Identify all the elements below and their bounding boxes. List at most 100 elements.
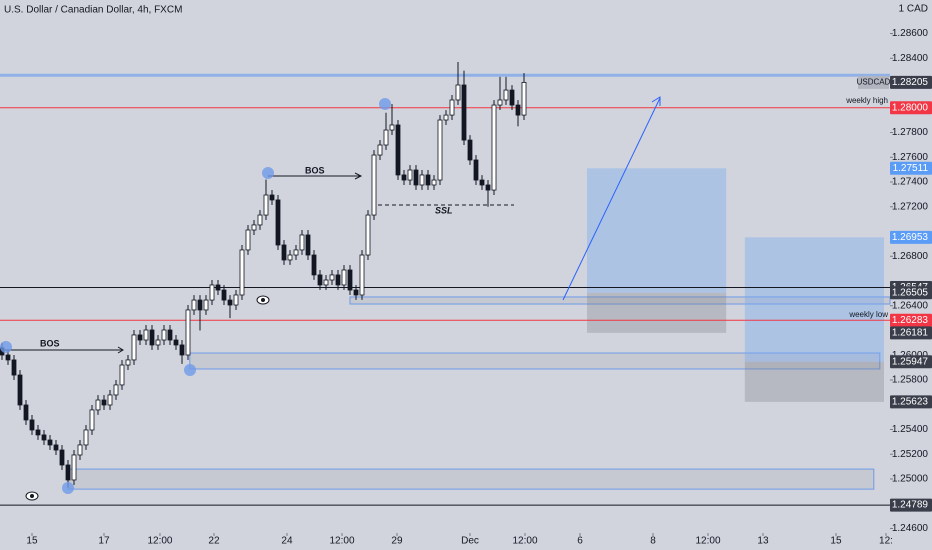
candle-body [167, 329, 173, 341]
price-label-box [890, 161, 932, 175]
price-label-box [890, 75, 932, 89]
y-tick-label: 1.26400 [892, 300, 929, 311]
candle-body [443, 114, 449, 121]
arrow-head [651, 96, 661, 106]
candle-body [371, 154, 377, 216]
candle-body [503, 89, 509, 101]
candle-body [11, 359, 17, 376]
eye-icon [25, 491, 39, 501]
candle-body [215, 284, 221, 291]
y-tick-label: 1.24600 [892, 523, 929, 534]
annotation: weekly low [848, 310, 888, 319]
candle-body [137, 334, 143, 341]
price-label: 1.27511 [893, 163, 929, 174]
candle-body [341, 269, 347, 286]
candle-body [491, 104, 497, 191]
y-tick-label: 1.27600 [892, 152, 929, 163]
candle-body [323, 279, 329, 286]
candle-body [239, 249, 245, 296]
candle-body [257, 214, 263, 226]
price-label-box [890, 498, 932, 512]
candle-body [413, 169, 419, 186]
candle-body [401, 174, 407, 181]
axes: 1.28600 1.28400 1.27800 1.27600 1.27400 1.272… [26, 28, 932, 547]
candle-body [185, 309, 191, 356]
candle-body [203, 299, 209, 311]
price-label: 1.26505 [892, 287, 929, 298]
candle-body [17, 374, 23, 406]
price-label: 1.25623 [892, 397, 929, 408]
arrow-head [117, 346, 124, 354]
x-tick-label: 12: [879, 536, 893, 547]
candle-body [41, 434, 47, 441]
candle-body [359, 254, 365, 296]
x-tick-label: 22 [208, 536, 220, 547]
candle-body [455, 84, 461, 101]
candle-body [227, 299, 233, 306]
price-label: 1.28205 [892, 77, 929, 88]
candle-body [89, 409, 95, 431]
x-tick-label: 12:00 [696, 536, 721, 547]
candle-body [65, 464, 71, 481]
candle-body [155, 339, 161, 346]
candle-body [281, 244, 287, 261]
candle-body [275, 199, 281, 246]
swing-marker [379, 98, 391, 110]
zone [189, 352, 881, 370]
candles [0, 61, 527, 488]
candle-body [263, 194, 269, 216]
candle-body [449, 99, 455, 116]
x-tick-label: 8 [650, 536, 656, 547]
candle-body [353, 289, 359, 296]
price-label-box [890, 230, 932, 244]
candle-body [479, 179, 485, 186]
y-tick-label: 1.27800 [892, 127, 929, 138]
candle-body [83, 429, 89, 446]
x-tick-label: 12:00 [513, 536, 538, 547]
target-zone [744, 237, 884, 362]
candle-body [365, 214, 371, 256]
candle-body [389, 124, 395, 131]
candle-body [431, 179, 437, 186]
candle-body [335, 274, 341, 286]
swing-marker [62, 482, 74, 494]
candle-body [95, 399, 101, 411]
x-tick-label: 29 [391, 536, 403, 547]
candle-body [221, 289, 227, 301]
price-label: 1.26181 [892, 327, 929, 338]
x-tick-label: 24 [281, 536, 293, 547]
candle-body [209, 284, 215, 301]
candle-body [473, 159, 479, 181]
candle-body [377, 144, 383, 156]
candle-body [197, 299, 203, 311]
candle-body [23, 404, 29, 421]
target-zone [586, 168, 727, 293]
candle-body [293, 249, 299, 256]
x-tick-label: 12:00 [330, 536, 355, 547]
price-label: 1.26953 [892, 232, 929, 243]
candle-body [77, 444, 83, 456]
stop-zone [744, 361, 884, 402]
candle-body [191, 299, 197, 311]
candle-body [395, 124, 401, 176]
stop-zone [586, 292, 727, 333]
chart-title: U.S. Dollar / Canadian Dollar, 4h, FXCM [4, 5, 182, 16]
zone [349, 296, 891, 305]
candle-body [125, 359, 131, 366]
candle-body [317, 274, 323, 286]
y-tick-label: 1.26800 [892, 251, 929, 262]
x-tick-label: 6 [577, 536, 583, 547]
candle-body [419, 174, 425, 186]
x-tick-label: 17 [98, 536, 110, 547]
price-label-box [890, 395, 932, 409]
x-tick-label: Dec [461, 536, 479, 547]
candle-body [329, 274, 335, 281]
candle-body [305, 234, 311, 256]
price-label-box [890, 326, 932, 340]
candle-body [509, 89, 515, 106]
candle-body [311, 254, 317, 276]
x-tick-label: 13 [757, 536, 769, 547]
candle-body [437, 119, 443, 181]
y-tick-label: 1.27200 [892, 201, 929, 212]
